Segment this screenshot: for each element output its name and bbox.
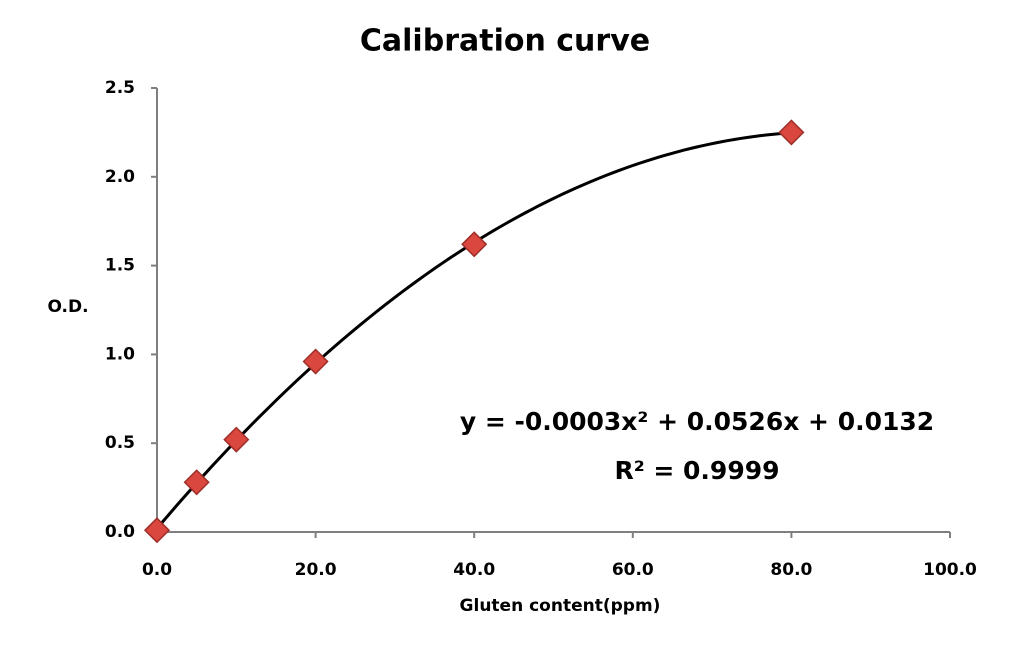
chart-title: Calibration curve: [360, 24, 650, 59]
x-axis-label: Gluten content(ppm): [460, 596, 661, 616]
x-tick-label: 0.0: [142, 560, 172, 580]
x-tick-label: 20.0: [295, 560, 337, 580]
y-tick-label: 1.0: [105, 344, 135, 364]
marker: [302, 348, 329, 375]
marker: [461, 231, 488, 258]
x-tick-label: 40.0: [453, 560, 495, 580]
x-tick-label: 80.0: [770, 560, 812, 580]
equation: y = -0.0003x² + 0.0526x + 0.0132: [460, 407, 934, 436]
marker: [778, 119, 805, 146]
y-tick-label: 0.5: [105, 433, 135, 453]
y-tick-label: 0.0: [105, 522, 135, 542]
y-tick-label: 2.0: [105, 167, 135, 187]
x-tick-label: 60.0: [612, 560, 654, 580]
marker: [143, 517, 171, 544]
y-axis-label: O.D.: [47, 297, 88, 317]
y-tick-label: 1.5: [105, 256, 135, 276]
r-squared: R² = 0.9999: [614, 456, 779, 485]
y-tick-label: 2.5: [105, 78, 135, 98]
marker: [183, 469, 210, 496]
marker: [223, 426, 250, 453]
x-tick-label: 100.0: [923, 560, 977, 580]
